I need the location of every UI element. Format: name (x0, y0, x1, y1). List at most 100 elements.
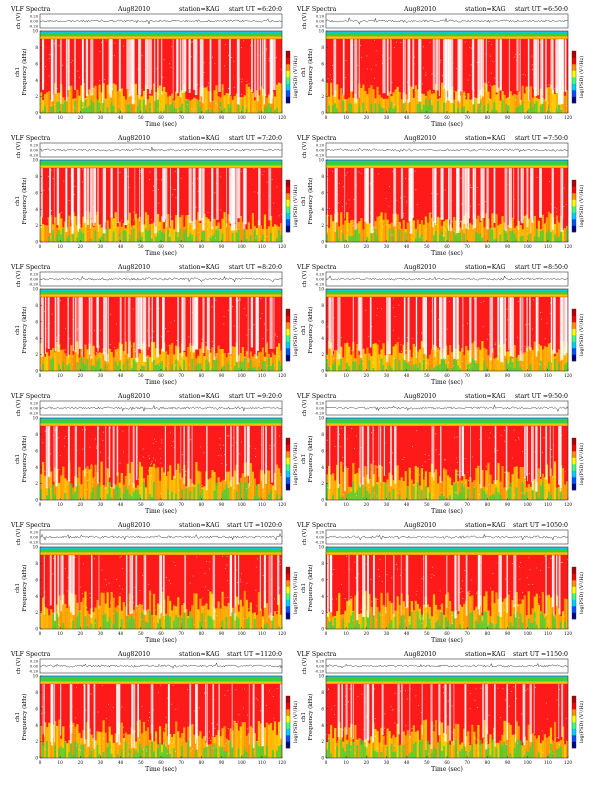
spectrogram-green-cell (521, 102, 524, 113)
spectrogram-speckle (65, 328, 66, 330)
spectrogram-gap (371, 168, 373, 228)
spectrogram-gap (423, 297, 427, 354)
freq-tick-label: 2 (321, 610, 324, 615)
spectrogram-green-cell (563, 364, 567, 371)
spectrogram-gap (407, 39, 410, 104)
spectrogram-speckle (86, 98, 88, 99)
spectrogram-yellow-cell (128, 212, 131, 242)
spectrogram-speckle (166, 577, 167, 578)
spectrogram-gap (469, 297, 472, 363)
spectrogram-speckle (563, 615, 565, 617)
spectrogram-yellow-cell (487, 91, 490, 113)
time-tick-label: 110 (544, 631, 552, 636)
spectrogram-speckle (236, 342, 238, 344)
spectrogram-speckle (544, 555, 546, 557)
spectrogram-green-cell (374, 103, 377, 113)
spectrogram-speckle (45, 327, 47, 329)
spectrogram-speckle (333, 317, 335, 319)
spectrogram-speckle (494, 343, 496, 345)
spectrogram-green-cell (491, 228, 494, 242)
spectrogram-green-cell (416, 231, 419, 242)
spectrogram-gap (505, 426, 508, 491)
spectrogram-green-cell (126, 488, 129, 500)
spectrogram-speckle (508, 184, 510, 186)
spectrogram-speckle (217, 209, 218, 211)
time-tick-label: 10 (57, 115, 63, 120)
spectrogram-green-cell (154, 236, 158, 242)
spectrogram-yellow-cell (350, 354, 353, 371)
spectrogram-yellow-cell (84, 468, 87, 500)
spectrogram-yellow-cell (436, 742, 440, 758)
waveform-tick-label: 0.20 (316, 15, 325, 19)
spectrogram-speckle (429, 42, 431, 44)
spectrogram-green-cell (390, 367, 393, 371)
spectrogram-speckle (101, 42, 102, 43)
spectrogram-green-cell (438, 496, 442, 500)
spectrogram-gap (263, 555, 266, 608)
spectrogram-speckle (229, 106, 231, 108)
spectrogram-green-cell (388, 364, 391, 371)
spectrogram-speckle (64, 568, 66, 569)
spectrogram-speckle (150, 106, 152, 108)
spectrogram-green-cell (267, 493, 271, 500)
colorbar-label: log(PSD) (V²/Hz) (292, 56, 299, 98)
spectrogram-yellow-cell (440, 722, 444, 758)
spectrogram-speckle (241, 441, 242, 443)
spectrogram-yellow-cell (561, 229, 565, 242)
spectrogram-speckle (281, 232, 283, 234)
spectrogram-green-cell (239, 481, 242, 500)
spectrogram-speckle (440, 610, 442, 612)
spectrogram-yellow-cell (551, 349, 555, 371)
spectra-panel-9: VLF Spectra Aug82010 station=KAG start UT =… (10, 522, 299, 644)
spectrogram-speckle (276, 352, 278, 354)
spectrogram-yellow-cell (96, 600, 99, 629)
spectrogram-green-cell (74, 491, 77, 500)
spectrogram-speckle (485, 53, 487, 55)
spectrogram-speckle (431, 100, 433, 102)
spectrogram-yellow-cell (235, 93, 238, 113)
spectrogram-speckle (473, 66, 475, 68)
spectrogram-speckle (487, 338, 489, 340)
spectrogram-speckle (521, 591, 523, 593)
spectrogram-gap (42, 684, 44, 735)
spectrogram-speckle (118, 605, 120, 607)
spectrogram-gap (565, 297, 568, 353)
spectrogram-speckle (72, 319, 74, 320)
spectrogram-yellow-cell (553, 461, 557, 500)
spectrogram-yellow-cell (98, 731, 101, 758)
spectrogram-lowband (40, 719, 283, 758)
spectrogram-speckle (393, 104, 395, 105)
spectrogram-green-cell (181, 618, 184, 629)
spectrogram-speckle (469, 74, 471, 76)
colorbar-segment (572, 96, 576, 104)
spectrogram-green-cell (277, 360, 281, 371)
spectrogram-speckle (377, 355, 379, 357)
spectrogram-yellow-cell (386, 728, 389, 758)
spectrogram-speckle (59, 100, 61, 102)
spectrogram-speckle (466, 188, 467, 190)
spectrogram-speckle (104, 360, 106, 361)
spectrogram-green-cell (271, 617, 275, 629)
time-tick-label: 80 (485, 244, 491, 249)
spectrogram-speckle (455, 607, 457, 608)
spectrogram-speckle (370, 68, 372, 70)
panel-station: station=KAG (179, 135, 220, 142)
spectrogram-speckle (236, 474, 237, 476)
spectrogram-speckle (58, 624, 60, 626)
spectrogram-gap (110, 168, 113, 218)
spectrogram-speckle (196, 556, 198, 558)
spectrogram-yellow-cell (104, 229, 107, 242)
time-tick-label: 20 (78, 115, 84, 120)
spectrogram-green-cell (442, 496, 446, 500)
spectrogram-yellow-cell (189, 100, 192, 113)
spectrogram-gap (156, 297, 159, 358)
spectrogram-speckle (74, 186, 76, 188)
spectrogram-speckle (506, 308, 508, 310)
spectrogram-speckle (148, 88, 150, 90)
spectrogram-green-cell (491, 494, 494, 500)
spectrogram-speckle (421, 83, 423, 85)
spectrogram-yellow-cell (199, 222, 202, 242)
spectrogram-green-cell (342, 619, 345, 629)
spectrogram-yellow-cell (86, 94, 89, 113)
spectrogram-speckle (214, 727, 216, 729)
